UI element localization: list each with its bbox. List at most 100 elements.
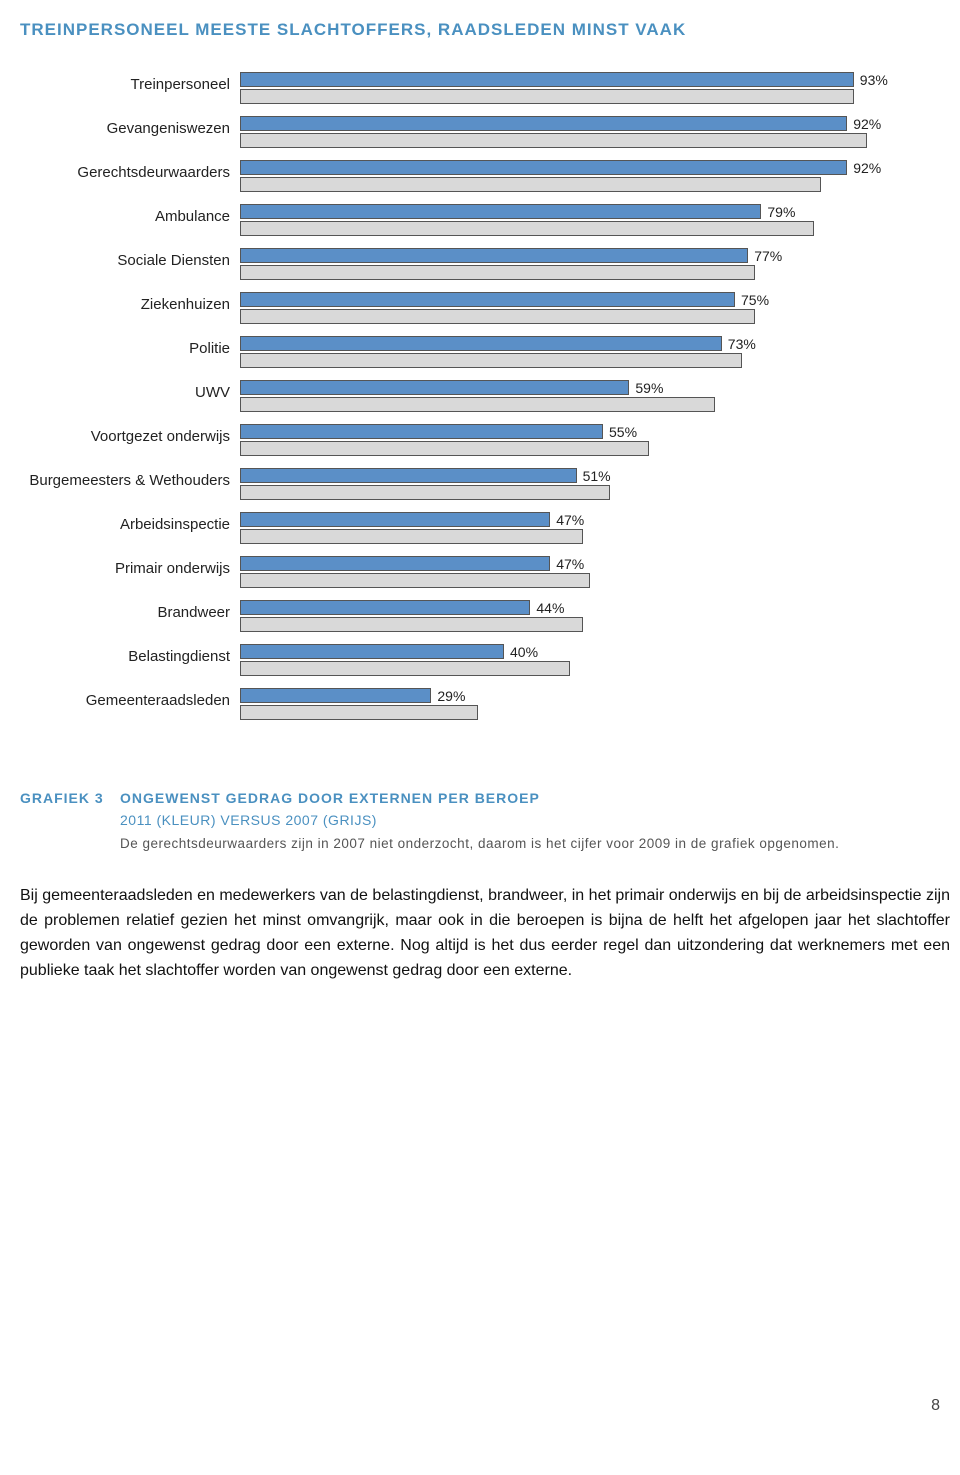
- chart-row: Ambulance79%: [20, 202, 920, 246]
- bar-2007-fill: [240, 617, 583, 632]
- bar-2007-fill: [240, 529, 583, 544]
- bar-2007: [240, 397, 920, 412]
- page: { "title": "TREINPERSONEEL MEESTE SLACHT…: [20, 20, 960, 1435]
- chart-row: Belastingdienst 40%: [20, 642, 920, 686]
- chart-row: Gevangeniswezen92%: [20, 114, 920, 158]
- chart-row: Sociale Diensten77%: [20, 246, 920, 290]
- bar-2007: [240, 441, 920, 456]
- category-label: Arbeidsinspectie: [20, 512, 240, 533]
- bar-2007: [240, 221, 920, 236]
- bar-2011: 47%: [240, 512, 920, 527]
- bar-2011-fill: [240, 116, 847, 131]
- bar-2007-fill: [240, 705, 478, 720]
- bar-2011: 92%: [240, 160, 920, 175]
- bar-2007: [240, 617, 920, 632]
- bar-2011: 55%: [240, 424, 920, 439]
- chart-row: Politie73%: [20, 334, 920, 378]
- chart-row: Burgemeesters & Wethouders 51%: [20, 466, 920, 510]
- bar-2007-fill: [240, 661, 570, 676]
- bar-2011-fill: [240, 600, 530, 615]
- category-label: Primair onderwijs: [20, 556, 240, 577]
- category-label: Brandweer: [20, 600, 240, 621]
- bar-2007: [240, 485, 920, 500]
- bar-2011: 79%: [240, 204, 920, 219]
- bar-2011-value: 75%: [741, 292, 769, 308]
- bar-2007: [240, 573, 920, 588]
- category-label: Gevangeniswezen: [20, 116, 240, 137]
- bar-group: 79%: [240, 204, 920, 246]
- category-label: Belastingdienst: [20, 644, 240, 665]
- bar-group: 93%: [240, 72, 920, 114]
- bar-2011-value: 44%: [536, 600, 564, 616]
- bar-2011-value: 47%: [556, 512, 584, 528]
- chart-row: Primair onderwijs 47%: [20, 554, 920, 598]
- bar-chart: Treinpersoneel93%Gevangeniswezen92%Gerec…: [20, 70, 920, 730]
- bar-2007: [240, 133, 920, 148]
- bar-2011-value: 92%: [853, 160, 881, 176]
- bar-2007: [240, 661, 920, 676]
- bar-group: 73%: [240, 336, 920, 378]
- bar-group: 59%: [240, 380, 920, 422]
- bar-2011-value: 79%: [767, 204, 795, 220]
- body-paragraph: Bij gemeenteraadsleden en medewerkers va…: [20, 884, 950, 983]
- bar-2007: [240, 353, 920, 368]
- bar-2011-fill: [240, 556, 550, 571]
- bar-2007: [240, 529, 920, 544]
- bar-2011-value: 40%: [510, 644, 538, 660]
- caption-header: GRAFIEK 3 ONGEWENST GEDRAG DOOR EXTERNEN…: [20, 790, 960, 806]
- page-title: TREINPERSONEEL MEESTE SLACHTOFFERS, RAAD…: [20, 20, 960, 40]
- category-label: Treinpersoneel: [20, 72, 240, 93]
- bar-2011: 73%: [240, 336, 920, 351]
- bar-2007-fill: [240, 485, 610, 500]
- bar-2011-value: 29%: [437, 688, 465, 704]
- bar-2011-fill: [240, 160, 847, 175]
- bar-2011-fill: [240, 72, 854, 87]
- category-label: Sociale Diensten: [20, 248, 240, 269]
- bar-2011-fill: [240, 204, 761, 219]
- bar-2007-fill: [240, 397, 715, 412]
- chart-caption: GRAFIEK 3 ONGEWENST GEDRAG DOOR EXTERNEN…: [20, 790, 960, 854]
- bar-2011: 92%: [240, 116, 920, 131]
- bar-2011: 47%: [240, 556, 920, 571]
- bar-2011-value: 47%: [556, 556, 584, 572]
- bar-2007: [240, 177, 920, 192]
- bar-2007: [240, 89, 920, 104]
- bar-group: 75%: [240, 292, 920, 334]
- caption-tag: GRAFIEK 3: [20, 790, 120, 806]
- chart-row: Gerechtsdeurwaarders92%: [20, 158, 920, 202]
- bar-2007: [240, 705, 920, 720]
- bar-2011-value: 73%: [728, 336, 756, 352]
- bar-2011: 93%: [240, 72, 920, 87]
- bar-2011-fill: [240, 292, 735, 307]
- chart-row: Treinpersoneel93%: [20, 70, 920, 114]
- category-label: Burgemeesters & Wethouders: [20, 468, 240, 489]
- bar-2007-fill: [240, 89, 854, 104]
- bar-group: 29%: [240, 688, 920, 730]
- bar-2007-fill: [240, 265, 755, 280]
- caption-note: De gerechtsdeurwaarders zijn in 2007 nie…: [120, 834, 960, 854]
- category-label: Gemeenteraadsleden: [20, 688, 240, 709]
- bar-group: 47%: [240, 556, 920, 598]
- bar-group: 55%: [240, 424, 920, 466]
- bar-2007-fill: [240, 441, 649, 456]
- chart-row: Brandweer 44%: [20, 598, 920, 642]
- chart-row: Gemeenteraadsleden 29%: [20, 686, 920, 730]
- bar-2011-fill: [240, 424, 603, 439]
- caption-subtitle: 2011 (KLEUR) VERSUS 2007 (GRIJS): [120, 812, 960, 828]
- category-label: UWV: [20, 380, 240, 401]
- bar-2007-fill: [240, 353, 742, 368]
- bar-group: 44%: [240, 600, 920, 642]
- page-number: 8: [931, 1397, 940, 1415]
- bar-2011-fill: [240, 468, 577, 483]
- chart-row: UWV59%: [20, 378, 920, 422]
- category-label: Voortgezet onderwijs: [20, 424, 240, 445]
- bar-group: 47%: [240, 512, 920, 554]
- bar-2011: 44%: [240, 600, 920, 615]
- bar-2011: 51%: [240, 468, 920, 483]
- bar-2011: 75%: [240, 292, 920, 307]
- bar-group: 40%: [240, 644, 920, 686]
- bar-2011-value: 51%: [583, 468, 611, 484]
- bar-group: 77%: [240, 248, 920, 290]
- bar-2007-fill: [240, 573, 590, 588]
- chart-row: Ziekenhuizen75%: [20, 290, 920, 334]
